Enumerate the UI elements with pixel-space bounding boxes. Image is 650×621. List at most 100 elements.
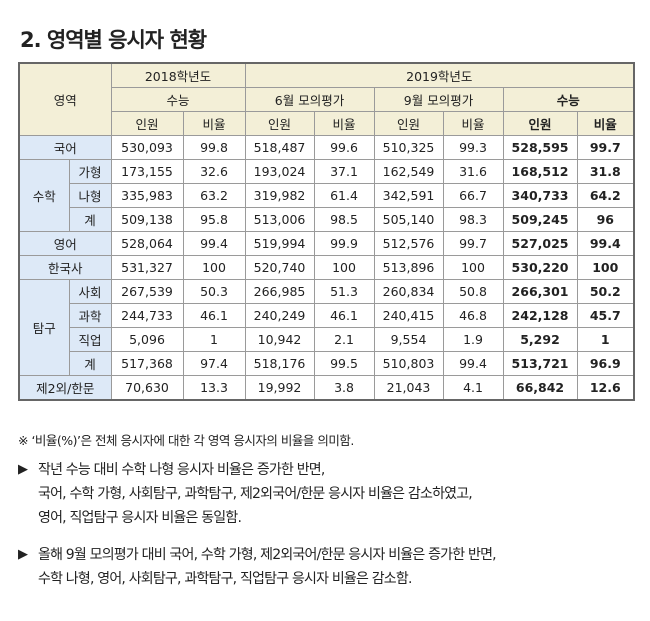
cell: 528,064 — [110, 231, 184, 256]
cell: 518,176 — [244, 351, 315, 376]
cell: 510,325 — [373, 135, 444, 160]
table-row-inquiry-sum: 계 517,368 97.4 518,176 99.5 510,803 99.4… — [19, 351, 635, 376]
row-label: 나형 — [68, 183, 112, 208]
applicant-stats-table: 영역 2018학년도 2019학년도 수능 6월 모의평가 9월 모의평가 수능… — [18, 62, 636, 401]
cell: 99.7 — [576, 135, 635, 160]
cell: 46.1 — [313, 303, 375, 328]
summary-bullet-2: ▶ 올해 9월 모의평가 대비 국어, 수학 가형, 제2외국어/한문 응시자 … — [18, 543, 497, 591]
cell: 244,733 — [110, 303, 184, 328]
table-row-social: 탐구 사회 267,539 50.3 266,985 51.3 260,834 … — [18, 279, 635, 376]
cell: 66.7 — [442, 183, 504, 208]
cell: 3.8 — [313, 375, 375, 401]
cell: 519,994 — [244, 231, 315, 256]
cell: 100 — [182, 255, 246, 280]
bullet-line: 올해 9월 모의평가 대비 국어, 수학 가형, 제2외국어/한문 응시자 비율… — [38, 547, 497, 563]
cell: 1 — [182, 327, 246, 352]
cell: 193,024 — [244, 159, 315, 184]
cell: 70,630 — [110, 375, 184, 401]
bullet-line: 영어, 직업탐구 응시자 비율은 동일함. — [38, 510, 242, 526]
cell: 267,539 — [110, 279, 184, 304]
cell: 1 — [576, 327, 635, 352]
row-label: 영어 — [18, 231, 112, 256]
cell: 50.3 — [182, 279, 246, 304]
header-june-mock: 6월 모의평가 — [244, 87, 375, 112]
cell: 513,006 — [244, 207, 315, 232]
cell: 528,595 — [502, 135, 578, 160]
cell: 1.9 — [442, 327, 504, 352]
cell: 260,834 — [373, 279, 444, 304]
cell: 518,487 — [244, 135, 315, 160]
cell: 50.2 — [576, 279, 635, 304]
cell: 99.8 — [182, 135, 246, 160]
cell: 509,245 — [502, 207, 578, 232]
row-label: 계 — [68, 207, 112, 232]
header-year-2018: 2018학년도 — [110, 62, 246, 88]
cell: 51.3 — [313, 279, 375, 304]
header-area: 영역 — [18, 62, 112, 136]
header-count: 인원 — [373, 111, 444, 136]
cell: 32.6 — [182, 159, 246, 184]
row-label: 직업 — [68, 327, 112, 352]
bullet-line: 수학 나형, 영어, 사회탐구, 과학탐구, 직업탐구 응시자 비율은 감소함. — [38, 571, 412, 587]
cell: 98.3 — [442, 207, 504, 232]
table-row-korean: 국어 530,093 99.8 518,487 99.6 510,325 99.… — [18, 135, 635, 160]
triangle-arrow-icon: ▶ — [18, 462, 28, 477]
row-label: 한국사 — [18, 255, 112, 280]
header-ratio: 비율 — [442, 111, 504, 136]
cell: 510,803 — [373, 351, 444, 376]
cell: 5,096 — [110, 327, 184, 352]
cell: 520,740 — [244, 255, 315, 280]
row-label: 국어 — [18, 135, 112, 160]
cell: 240,249 — [244, 303, 315, 328]
cell: 242,128 — [502, 303, 578, 328]
cell: 31.6 — [442, 159, 504, 184]
cell: 50.8 — [442, 279, 504, 304]
cell: 63.2 — [182, 183, 246, 208]
cell: 99.9 — [313, 231, 375, 256]
cell: 173,155 — [110, 159, 184, 184]
cell: 335,983 — [110, 183, 184, 208]
table-row-science: 과학 244,733 46.1 240,249 46.1 240,415 46.… — [19, 303, 635, 328]
cell: 319,982 — [244, 183, 315, 208]
header-2019-suneung: 수능 — [502, 87, 635, 112]
cell: 21,043 — [373, 375, 444, 401]
table-row-english: 영어 528,064 99.4 519,994 99.9 512,576 99.… — [18, 231, 635, 256]
table-row-math-ga: 수학 가형 173,155 32.6 193,024 37.1 162,549 … — [18, 159, 635, 232]
cell: 2.1 — [313, 327, 375, 352]
cell: 162,549 — [373, 159, 444, 184]
cell: 100 — [576, 255, 635, 280]
cell: 531,327 — [110, 255, 184, 280]
cell: 266,301 — [502, 279, 578, 304]
cell: 99.5 — [313, 351, 375, 376]
cell: 12.6 — [576, 375, 635, 401]
cell: 517,368 — [110, 351, 184, 376]
table-row-history: 한국사 531,327 100 520,740 100 513,896 100 … — [18, 255, 635, 280]
header-2018-suneung: 수능 — [110, 87, 246, 112]
cell: 66,842 — [502, 375, 578, 401]
cell: 10,942 — [244, 327, 315, 352]
cell: 96 — [576, 207, 635, 232]
bullet-line: 작년 수능 대비 수학 나형 응시자 비율은 증가한 반면, — [38, 462, 325, 478]
triangle-arrow-icon: ▶ — [18, 547, 28, 562]
cell: 240,415 — [373, 303, 444, 328]
cell: 509,138 — [110, 207, 184, 232]
table-row-math-sum: 계 509,138 95.8 513,006 98.5 505,140 98.3… — [19, 207, 635, 232]
cell: 13.3 — [182, 375, 246, 401]
cell: 46.1 — [182, 303, 246, 328]
cell: 530,220 — [502, 255, 578, 280]
summary-bullet-1: ▶ 작년 수능 대비 수학 나형 응시자 비율은 증가한 반면, 국어, 수학 … — [18, 458, 473, 530]
cell: 19,992 — [244, 375, 315, 401]
cell: 96.9 — [576, 351, 635, 376]
cell: 97.4 — [182, 351, 246, 376]
cell: 4.1 — [442, 375, 504, 401]
cell: 99.4 — [442, 351, 504, 376]
table-row-second-language: 제2외/한문 70,630 13.3 19,992 3.8 21,043 4.1… — [18, 375, 635, 401]
cell: 512,576 — [373, 231, 444, 256]
cell: 99.3 — [442, 135, 504, 160]
cell: 513,721 — [502, 351, 578, 376]
row-label: 사회 — [68, 279, 112, 304]
table-row-vocational: 직업 5,096 1 10,942 2.1 9,554 1.9 5,292 1 — [19, 327, 635, 352]
cell: 100 — [442, 255, 504, 280]
header-ratio: 비율 — [576, 111, 635, 136]
cell: 98.5 — [313, 207, 375, 232]
